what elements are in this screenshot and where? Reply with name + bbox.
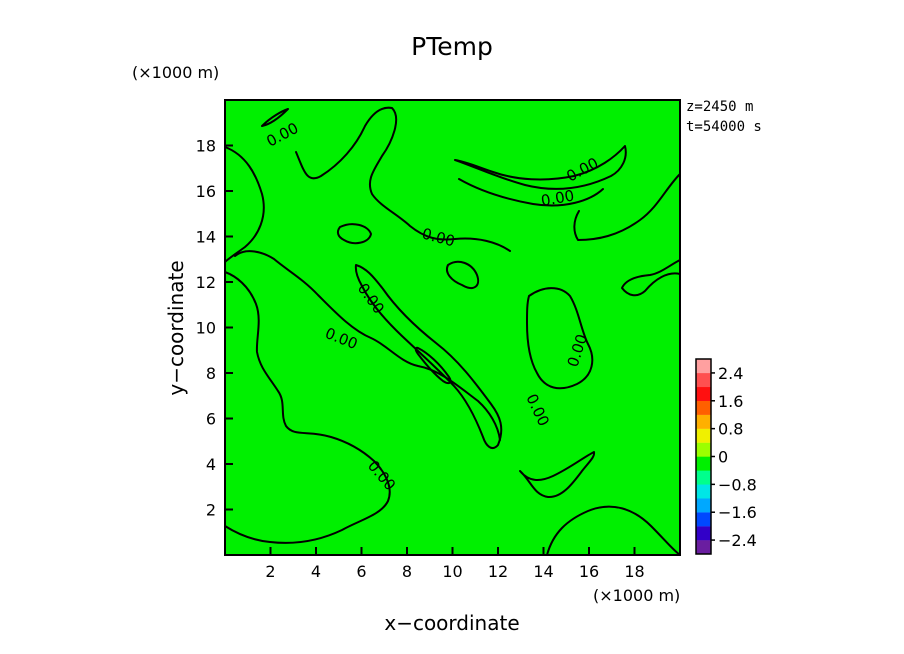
contour-line-inner-ellipse [414,346,452,385]
y-axis-tick-label: 18 [196,137,216,156]
x-axis-title: x−coordinate [384,611,519,635]
contour-line-small-loop-1 [446,260,480,289]
colorbar-tick-label: −1.6 [718,503,757,522]
contour-line-small-loop-2 [336,223,372,245]
x-axis-tick-label: 8 [402,562,412,581]
contour-line-northeast-band [458,178,604,207]
y-axis-scale-note: (×1000 m) [132,63,219,82]
chart-title: PTemp [411,32,493,61]
contour-line-northeast-arc [454,145,627,190]
x-axis-tick-label: 14 [533,562,553,581]
contour-line-east-lobe [526,287,594,390]
y-axis-tick-label: 12 [196,273,216,292]
colorbar: 2.4 1.6 0.8 0 −0.8 −1.6 −2.4 [695,358,757,555]
contour-label: 0.00 [540,186,576,210]
contour-line-northwest-band [234,250,501,441]
colorbar-segment [696,470,711,485]
x-axis-tick-label: 18 [624,562,644,581]
colorbar-segment [696,456,711,471]
time-label: t=54000 s [686,119,762,135]
colorbar-segment [696,414,711,429]
x-axis: 2 4 6 8 10 12 14 16 18 [265,547,645,581]
contour-line-east-edge [573,173,681,241]
y-axis-tick-label: 2 [206,501,216,520]
y-axis-tick-label: 14 [196,228,216,247]
y-axis-tick-label: 16 [196,182,216,201]
colorbar-segment [696,512,711,527]
contour-line-central-strip [354,264,503,449]
contour-line-west-top [224,146,265,263]
contour-line-north-loop-3 [261,108,289,127]
x-axis-tick-label: 10 [442,562,462,581]
contour-line-south-east [546,505,681,556]
x-axis-scale-note: (×1000 m) [593,586,680,605]
contour-line-far-east [621,259,681,297]
contour-line-south-west [224,271,391,544]
y-axis-tick-label: 8 [206,364,216,383]
colorbar-segment [696,386,711,401]
colorbar-segment [696,540,711,555]
y-axis-title: y−coordinate [164,260,188,395]
x-axis-tick-label: 12 [488,562,508,581]
colorbar-segment [696,498,711,513]
colorbar-tick-label: −2.4 [718,531,757,550]
colorbar-segment [696,484,711,499]
colorbar-tick-label: −0.8 [718,475,757,494]
y-axis-tick-label: 4 [206,455,216,474]
colorbar-segment [696,359,711,374]
contour-line-southeast-wave [519,451,596,499]
colorbar-tick-label: 0.8 [718,420,743,439]
z-level-label: z=2450 m [686,99,753,115]
colorbar-tick-label: 2.4 [718,364,743,383]
colorbar-segment [696,372,711,388]
y-axis-tick-label: 6 [206,410,216,429]
colorbar-tick-label: 0 [718,448,728,467]
colorbar-segment [696,400,711,415]
y-axis-tick-label: 10 [196,319,216,338]
colorbar-segment [696,442,711,457]
x-axis-tick-label: 2 [265,562,275,581]
colorbar-segment [696,428,711,443]
contour-line-north-ridge [295,106,511,252]
plot-background [225,100,680,555]
colorbar-segment [696,526,711,541]
y-axis: 2 4 6 8 10 12 14 16 18 [196,137,233,520]
colorbar-tick-label: 1.6 [718,392,743,411]
x-axis-tick-label: 6 [356,562,366,581]
contour-lines [224,106,681,556]
x-axis-tick-label: 16 [579,562,599,581]
x-axis-tick-label: 4 [311,562,321,581]
